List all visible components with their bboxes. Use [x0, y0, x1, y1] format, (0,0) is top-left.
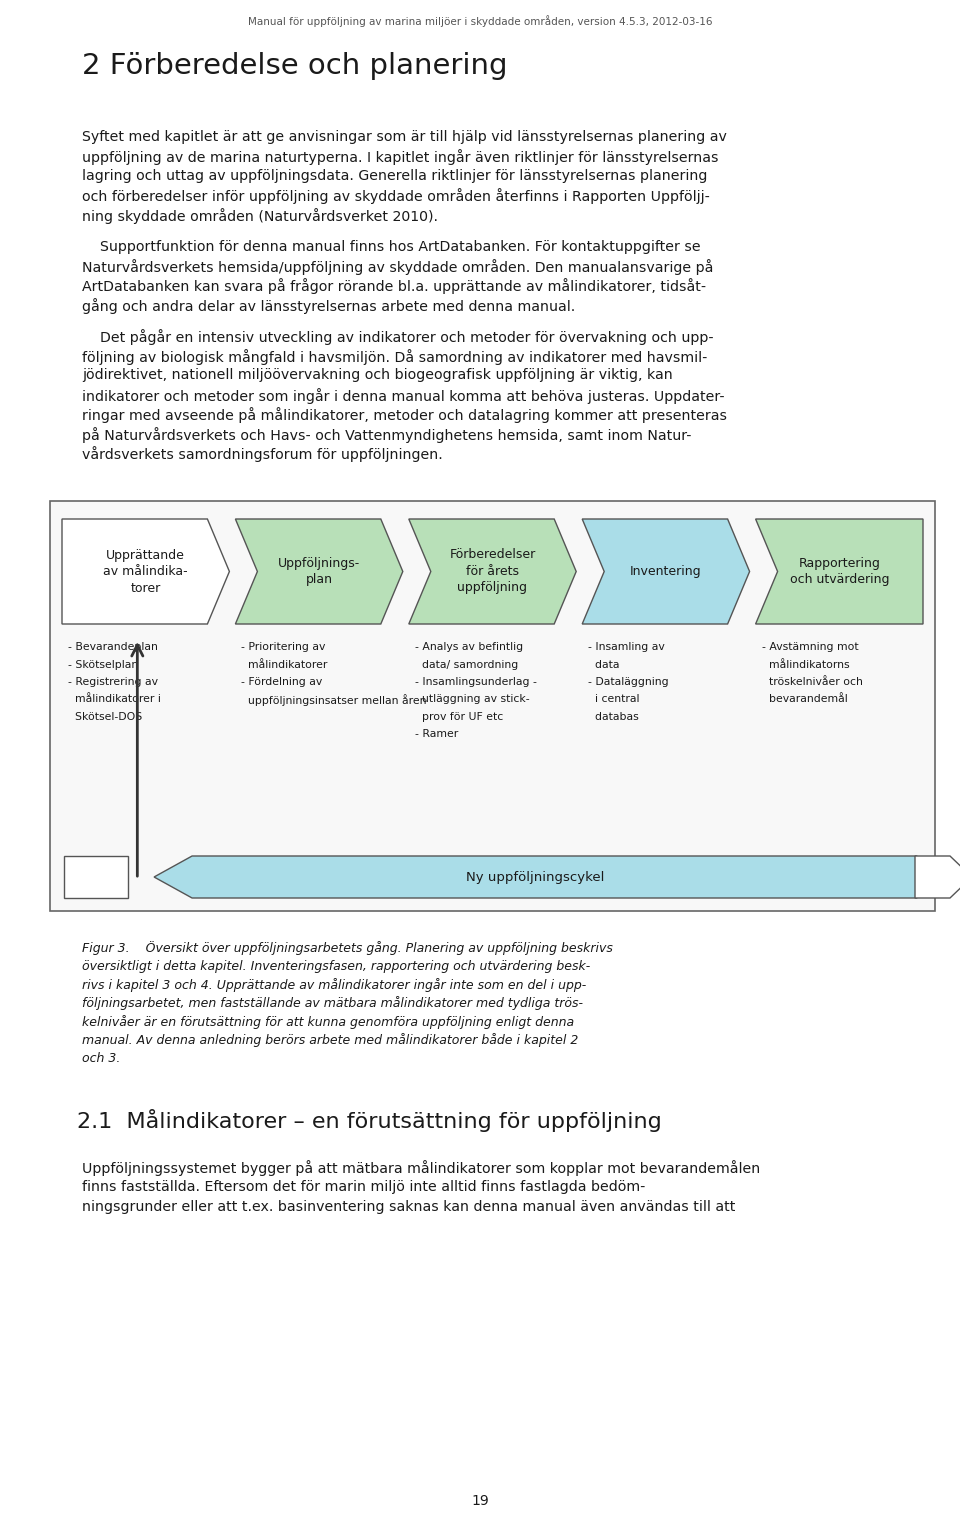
Text: finns fastställda. Eftersom det för marin miljö inte alltid finns fastlagda bedö: finns fastställda. Eftersom det för mari…: [82, 1180, 645, 1193]
Text: följning av biologisk mångfald i havsmiljön. Då samordning av indikatorer med ha: följning av biologisk mångfald i havsmil…: [82, 348, 708, 365]
Text: Skötsel-DOS: Skötsel-DOS: [68, 712, 142, 723]
Text: - Avstämning mot: - Avstämning mot: [761, 642, 858, 652]
Text: målindikatorer: målindikatorer: [241, 660, 327, 669]
Text: och förberedelser inför uppföljning av skyddade områden återfinns i Rapporten Up: och förberedelser inför uppföljning av s…: [82, 188, 709, 205]
Text: bevarandemål: bevarandemål: [761, 695, 848, 704]
Text: översiktligt i detta kapitel. Inventeringsfasen, rapportering och utvärdering be: översiktligt i detta kapitel. Inventerin…: [82, 960, 590, 972]
Text: målindikatorns: målindikatorns: [761, 660, 850, 669]
Text: och 3.: och 3.: [82, 1051, 120, 1065]
Text: 2.1  Målindikatorer – en förutsättning för uppföljning: 2.1 Målindikatorer – en förutsättning fö…: [77, 1108, 661, 1132]
Text: data/ samordning: data/ samordning: [415, 660, 518, 669]
Text: ringar med avseende på målindikatorer, metoder och datalagring kommer att presen: ringar med avseende på målindikatorer, m…: [82, 408, 727, 423]
Text: - Insamling av: - Insamling av: [588, 642, 665, 652]
Polygon shape: [582, 520, 750, 623]
Text: data: data: [588, 660, 620, 669]
Text: - Registrering av: - Registrering av: [68, 677, 158, 688]
Polygon shape: [409, 520, 576, 623]
Polygon shape: [154, 856, 917, 898]
Text: Det pågår en intensiv utveckling av indikatorer och metoder för övervakning och : Det pågår en intensiv utveckling av indi…: [82, 330, 713, 345]
Text: Syftet med kapitlet är att ge anvisningar som är till hjälp vid länsstyrelsernas: Syftet med kapitlet är att ge anvisninga…: [82, 130, 727, 144]
Text: Uppföljningssystemet bygger på att mätbara målindikatorer som kopplar mot bevara: Uppföljningssystemet bygger på att mätba…: [82, 1160, 760, 1177]
Text: - Analys av befintlig: - Analys av befintlig: [415, 642, 523, 652]
Bar: [64, 856, 128, 898]
Text: utläggning av stick-: utläggning av stick-: [415, 695, 529, 704]
Polygon shape: [235, 520, 403, 623]
Text: Manual för uppföljning av marina miljöer i skyddade områden, version 4.5.3, 2012: Manual för uppföljning av marina miljöer…: [248, 15, 712, 28]
Bar: [50, 501, 935, 911]
Text: tröskelnivåer och: tröskelnivåer och: [761, 677, 862, 688]
Polygon shape: [756, 520, 923, 623]
Text: 2 Förberedelse och planering: 2 Förberedelse och planering: [82, 52, 508, 79]
Text: rivs i kapitel 3 och 4. Upprättande av målindikatorer ingår inte som en del i up: rivs i kapitel 3 och 4. Upprättande av m…: [82, 978, 587, 992]
Text: ArtDatabanken kan svara på frågor rörande bl.a. upprättande av målindikatorer, t: ArtDatabanken kan svara på frågor rörand…: [82, 278, 707, 295]
Text: Inventering: Inventering: [630, 565, 702, 578]
Text: - Skötselplan: - Skötselplan: [68, 660, 138, 669]
Text: - Ramer: - Ramer: [415, 729, 458, 740]
Text: Supportfunktion för denna manual finns hos ArtDatabanken. För kontaktuppgifter s: Supportfunktion för denna manual finns h…: [82, 240, 701, 254]
Text: - Prioritering av: - Prioritering av: [241, 642, 325, 652]
Text: Förberedelser
för årets
uppföljning: Förberedelser för årets uppföljning: [449, 549, 536, 594]
Text: lagring och uttag av uppföljningsdata. Generella riktlinjer för länsstyrelsernas: lagring och uttag av uppföljningsdata. G…: [82, 170, 708, 183]
Text: på Naturvårdsverkets och Havs- och Vattenmyndighetens hemsida, samt inom Natur-: på Naturvårdsverkets och Havs- och Vatte…: [82, 426, 691, 443]
Text: Ny uppföljningscykel: Ny uppföljningscykel: [467, 871, 605, 883]
Text: - Dataläggning: - Dataläggning: [588, 677, 669, 688]
Text: - Fördelning av: - Fördelning av: [241, 677, 323, 688]
Polygon shape: [915, 856, 960, 898]
Text: Figur 3.    Översikt över uppföljningsarbetets gång. Planering av uppföljning be: Figur 3. Översikt över uppföljningsarbet…: [82, 941, 612, 955]
Text: följningsarbetet, men fastställande av mätbara målindikatorer med tydliga trös-: följningsarbetet, men fastställande av m…: [82, 996, 583, 1010]
Text: indikatorer och metoder som ingår i denna manual komma att behöva justeras. Uppd: indikatorer och metoder som ingår i denn…: [82, 388, 725, 403]
Text: - Insamlingsunderlag -: - Insamlingsunderlag -: [415, 677, 537, 688]
Text: målindikatorer i: målindikatorer i: [68, 695, 161, 704]
Text: manual. Av denna anledning berörs arbete med målindikatorer både i kapitel 2: manual. Av denna anledning berörs arbete…: [82, 1033, 578, 1048]
Text: 19: 19: [471, 1494, 489, 1508]
Text: gång och andra delar av länsstyrelsernas arbete med denna manual.: gång och andra delar av länsstyrelsernas…: [82, 298, 575, 313]
Text: Naturvårdsverkets hemsida/uppföljning av skyddade områden. Den manualansvarige p: Naturvårdsverkets hemsida/uppföljning av…: [82, 260, 713, 275]
Text: ningsgrunder eller att t.ex. basinventering saknas kan denna manual även använda: ningsgrunder eller att t.ex. basinventer…: [82, 1199, 735, 1213]
Text: vårdsverkets samordningsforum för uppföljningen.: vårdsverkets samordningsforum för uppföl…: [82, 446, 443, 463]
Text: - Bevarandeplan: - Bevarandeplan: [68, 642, 157, 652]
Text: Rapportering
och utvärdering: Rapportering och utvärdering: [789, 556, 889, 587]
Polygon shape: [62, 520, 229, 623]
Text: uppföljningsinsatser mellan åren: uppföljningsinsatser mellan åren: [241, 695, 427, 706]
Text: Upprättande
av målindika-
torer: Upprättande av målindika- torer: [104, 549, 188, 594]
Text: uppföljning av de marina naturtyperna. I kapitlet ingår även riktlinjer för läns: uppföljning av de marina naturtyperna. I…: [82, 150, 718, 165]
Text: databas: databas: [588, 712, 639, 723]
Text: i central: i central: [588, 695, 639, 704]
Text: kelnivåer är en förutsättning för att kunna genomföra uppföljning enligt denna: kelnivåer är en förutsättning för att ku…: [82, 1015, 574, 1028]
Text: Uppföljnings-
plan: Uppföljnings- plan: [278, 556, 360, 587]
Text: prov för UF etc: prov för UF etc: [415, 712, 503, 723]
Text: jödirektivet, nationell miljöövervakning och biogeografisk uppföljning är viktig: jödirektivet, nationell miljöövervakning…: [82, 368, 673, 382]
Text: ning skyddade områden (Naturvårdsverket 2010).: ning skyddade områden (Naturvårdsverket …: [82, 208, 438, 225]
